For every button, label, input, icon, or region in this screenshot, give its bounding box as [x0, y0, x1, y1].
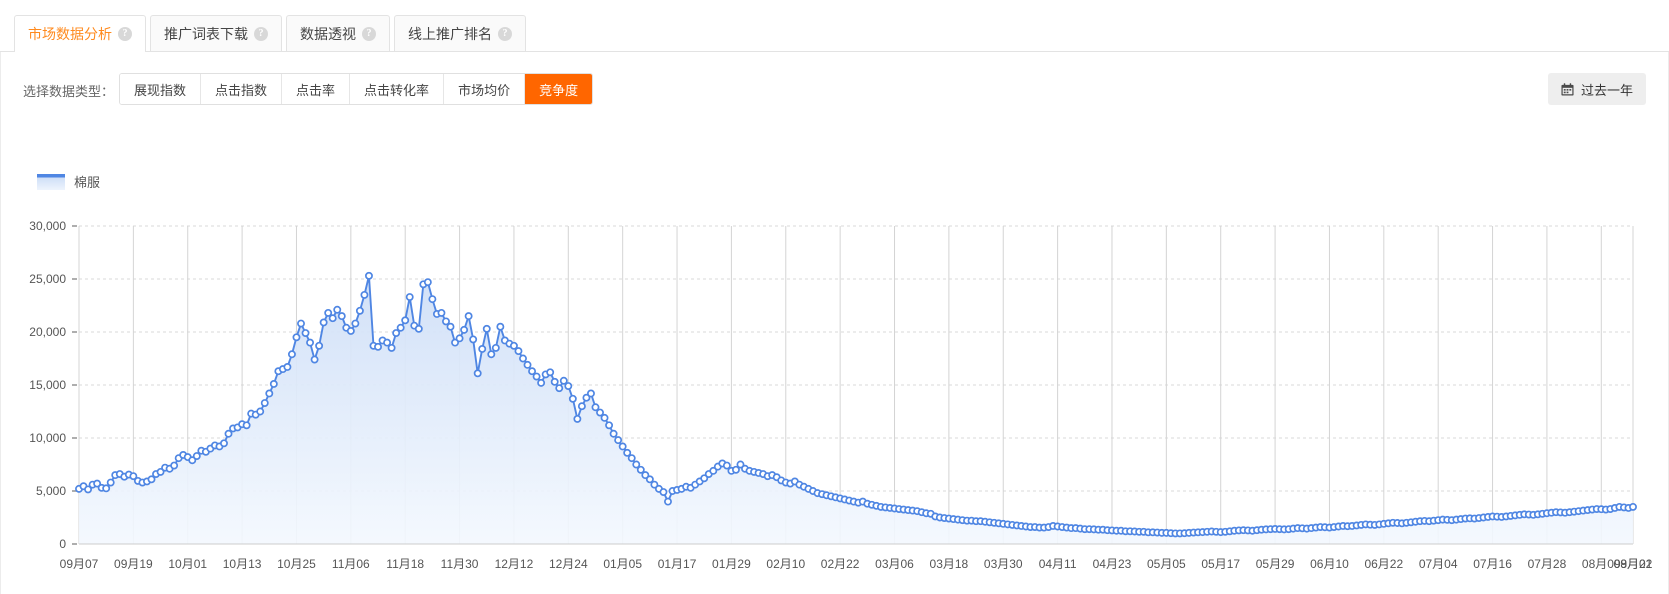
- x-axis-tick-label: 06月10: [1310, 557, 1349, 571]
- x-axis-tick-label: 12月24: [549, 557, 588, 571]
- x-axis-tick-label: 03月06: [875, 557, 914, 571]
- y-axis-tick-label: 30,000: [29, 219, 66, 233]
- tab-label: 数据透视: [300, 26, 356, 42]
- data-type-button-3[interactable]: 点击转化率: [350, 74, 445, 104]
- x-axis-tick-label: 08月09: [1582, 557, 1621, 571]
- x-axis-tick-label: 11月06: [332, 557, 370, 571]
- y-axis-tick-label: 25,000: [29, 272, 66, 286]
- x-axis-tick-label: 12月12: [495, 557, 534, 571]
- y-axis-tick-label: 0: [59, 537, 66, 551]
- x-axis-tick-label: 09月07: [60, 557, 99, 571]
- x-axis-tick-label: 03月18: [930, 557, 969, 571]
- x-axis-tick-label: 05月17: [1201, 557, 1240, 571]
- data-type-button-1[interactable]: 点击指数: [201, 74, 283, 104]
- y-axis-tick-label: 20,000: [29, 325, 66, 339]
- chart-x-axis-labels: 09月07 09月19 10月01 10月13 10月25 11月06 11月18 11月30…: [60, 557, 1653, 571]
- data-type-control-row: 选择数据类型： 展现指数 点击指数 点击率 点击转化率 市场均价 竞争度: [23, 73, 1646, 105]
- tab-0[interactable]: 市场数据分析?: [14, 15, 146, 53]
- tab-1[interactable]: 推广词表下载?: [150, 15, 282, 52]
- tab-label: 线上推广排名: [408, 26, 492, 42]
- data-type-button-5[interactable]: 竞争度: [525, 74, 593, 104]
- date-range-label: 过去一年: [1580, 82, 1633, 98]
- tab-3[interactable]: 线上推广排名?: [394, 15, 526, 52]
- chart-data-point-markers: [75, 271, 1637, 538]
- content-panel: 选择数据类型： 展现指数 点击指数 点击率 点击转化率 市场均价 竞争度: [0, 52, 1669, 594]
- x-axis-tick-label: 07月04: [1419, 557, 1458, 571]
- date-range-button[interactable]: 过去一年: [1547, 73, 1646, 105]
- x-axis-tick-label: 01月05: [603, 557, 642, 571]
- x-axis-tick-label: 10月13: [223, 557, 262, 571]
- legend-color-swatch: [37, 173, 65, 190]
- x-axis-tick-label: 02月22: [821, 557, 860, 571]
- chart-svg-canvas: 0 5,000 10,000 15,000 20,000 25,000 30,000 09月…: [29, 219, 1653, 571]
- help-question-icon[interactable]: ?: [498, 27, 512, 41]
- x-axis-tick-label: 08月21: [1614, 557, 1653, 571]
- tab-label: 市场数据分析: [28, 26, 112, 42]
- x-axis-tick-label: 02月10: [766, 557, 805, 571]
- x-axis-tick-label: 04月11: [1039, 557, 1077, 571]
- x-axis-tick-label: 09月02: [1614, 557, 1653, 571]
- chart-legend-item-cotton-coat[interactable]: 棉服: [37, 172, 100, 191]
- y-axis-tick-label: 5,000: [36, 484, 66, 498]
- tab-list: 市场数据分析? 推广词表下载? 数据透视? 线上推广排名?: [14, 15, 530, 53]
- chart-y-axis-labels: 0 5,000 10,000 15,000 20,000 25,000 30,000: [29, 219, 66, 551]
- tab-bar: 市场数据分析? 推广词表下载? 数据透视? 线上推广排名?: [0, 0, 1669, 53]
- data-type-label: 选择数据类型：: [23, 84, 115, 99]
- x-axis-tick-label: 03月30: [984, 557, 1023, 571]
- help-question-icon[interactable]: ?: [118, 27, 132, 41]
- x-axis-tick-label: 09月19: [114, 557, 153, 571]
- x-axis-tick-label: 01月29: [712, 557, 751, 571]
- help-question-icon[interactable]: ?: [254, 27, 268, 41]
- x-axis-tick-label: 11月30: [441, 557, 479, 571]
- data-type-button-4[interactable]: 市场均价: [444, 74, 526, 104]
- help-question-icon[interactable]: ?: [362, 27, 376, 41]
- x-axis-tick-label: 10月25: [277, 557, 316, 571]
- chart-area-fill: [79, 275, 1633, 544]
- y-axis-tick-label: 10,000: [29, 431, 66, 445]
- calendar-icon: [1561, 82, 1574, 96]
- x-axis-tick-label: 04月23: [1093, 557, 1132, 571]
- data-type-button-2[interactable]: 点击率: [282, 74, 351, 104]
- y-axis-tick-label: 15,000: [29, 378, 66, 392]
- x-axis-tick-label: 01月17: [658, 557, 697, 571]
- x-axis-tick-label: 05月29: [1256, 557, 1295, 571]
- tab-2[interactable]: 数据透视?: [286, 15, 390, 52]
- tab-label: 推广词表下载: [164, 26, 248, 42]
- data-type-button-group[interactable]: 展现指数 点击指数 点击率 点击转化率 市场均价 竞争度: [119, 73, 594, 105]
- x-axis-tick-label: 10月01: [168, 557, 207, 571]
- legend-label: 棉服: [74, 175, 101, 190]
- x-axis-tick-label: 11月18: [386, 557, 424, 571]
- competition-trend-chart: 0 5,000 10,000 15,000 20,000 25,000 30,000 09月…: [1, 212, 1669, 594]
- x-axis-tick-label: 05月05: [1147, 557, 1186, 571]
- x-axis-tick-label: 06月22: [1364, 557, 1403, 571]
- tab-bar-divider: [0, 51, 1669, 52]
- data-type-button-0[interactable]: 展现指数: [120, 74, 202, 104]
- x-axis-tick-label: 07月28: [1528, 557, 1567, 571]
- x-axis-tick-label: 07月16: [1473, 557, 1512, 571]
